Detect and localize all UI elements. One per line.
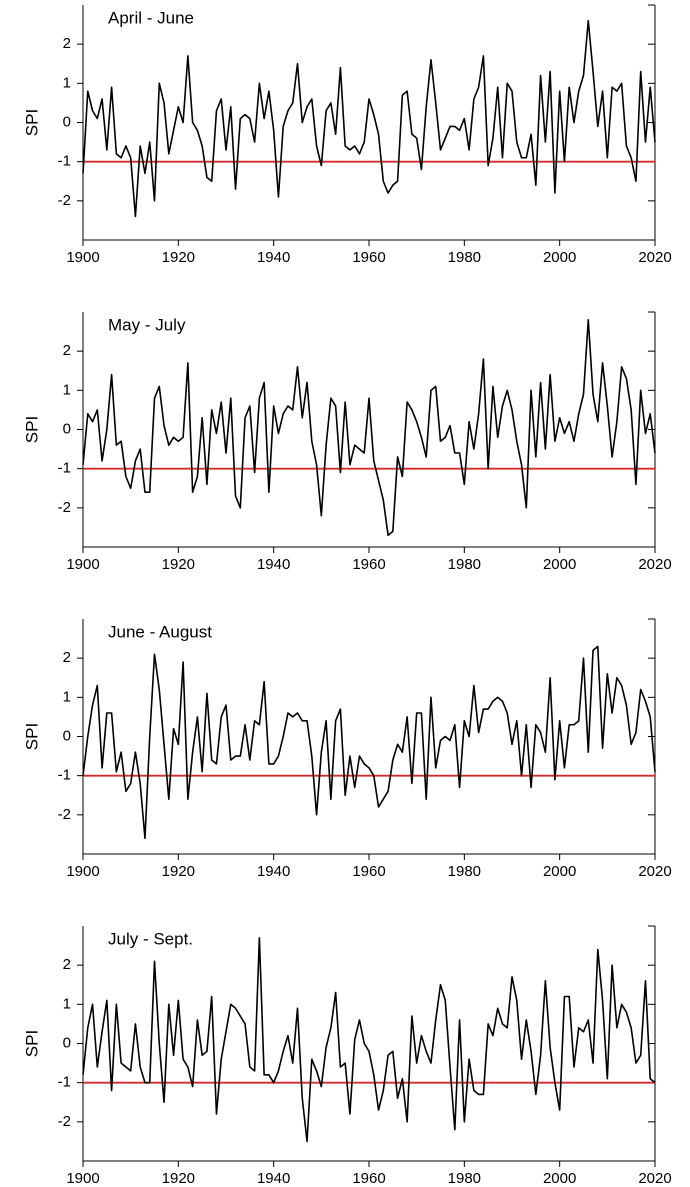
x-tick-label: 2020 [638,863,671,880]
y-tick-label: -1 [58,153,71,170]
x-tick-label: 1960 [352,1170,385,1187]
x-tick-label: 2020 [638,1170,671,1187]
x-tick-label: 2000 [543,249,576,266]
x-tick-label: 1920 [162,249,195,266]
x-tick-label: 1920 [162,863,195,880]
x-tick-label: 1900 [66,1170,99,1187]
y-tick-label: -1 [58,1074,71,1091]
y-axis-label: SPI [22,416,41,443]
x-tick-label: 1920 [162,556,195,573]
y-tick-label: 1 [63,688,71,705]
panel-title: July - Sept. [108,929,193,948]
x-tick-label: 1960 [352,556,385,573]
y-tick-label: -2 [58,499,71,516]
x-tick-label: 2000 [543,556,576,573]
x-tick-label: 1940 [257,1170,290,1187]
x-tick-label: 1940 [257,863,290,880]
x-tick-label: 2020 [638,249,671,266]
y-tick-label: 2 [63,35,71,52]
y-tick-label: 2 [63,342,71,359]
x-tick-label: 1980 [448,249,481,266]
panel-title: June - August [108,622,212,641]
axis-frame [82,5,656,241]
y-tick-label: 2 [63,649,71,666]
y-tick-label: 1 [63,74,71,91]
x-tick-label: 1940 [257,249,290,266]
y-tick-label: -2 [58,192,71,209]
panel-title: April - June [108,8,194,27]
x-tick-label: 1900 [66,249,99,266]
y-tick-label: -2 [58,806,71,823]
y-tick-label: 2 [63,956,71,973]
y-axis-label: SPI [22,723,41,750]
x-tick-label: 2000 [543,863,576,880]
spi-line [82,645,656,840]
y-tick-label: -1 [58,767,71,784]
x-tick-label: 1980 [448,863,481,880]
y-tick-label: 0 [63,420,71,437]
axis-frame [82,312,656,548]
x-tick-label: 1960 [352,863,385,880]
axis-frame [82,926,656,1162]
y-axis-label: SPI [22,109,41,136]
x-tick-label: 1900 [66,556,99,573]
spi-line [82,19,656,218]
y-tick-label: -2 [58,1113,71,1130]
x-tick-label: 1940 [257,556,290,573]
axis-frame [82,619,656,855]
x-tick-label: 1980 [448,556,481,573]
spi-line [82,936,656,1143]
x-tick-label: 1980 [448,1170,481,1187]
x-tick-label: 1900 [66,863,99,880]
y-tick-label: 0 [63,113,71,130]
y-tick-label: 1 [63,381,71,398]
x-tick-label: 1960 [352,249,385,266]
panel-title: May - July [108,315,186,334]
y-axis-label: SPI [22,1030,41,1057]
x-tick-label: 2020 [638,556,671,573]
y-tick-label: -1 [58,460,71,477]
y-tick-label: 1 [63,995,71,1012]
spi-line [82,319,656,537]
x-tick-label: 2000 [543,1170,576,1187]
y-tick-label: 0 [63,1034,71,1051]
y-tick-label: 0 [63,727,71,744]
x-tick-label: 1920 [162,1170,195,1187]
